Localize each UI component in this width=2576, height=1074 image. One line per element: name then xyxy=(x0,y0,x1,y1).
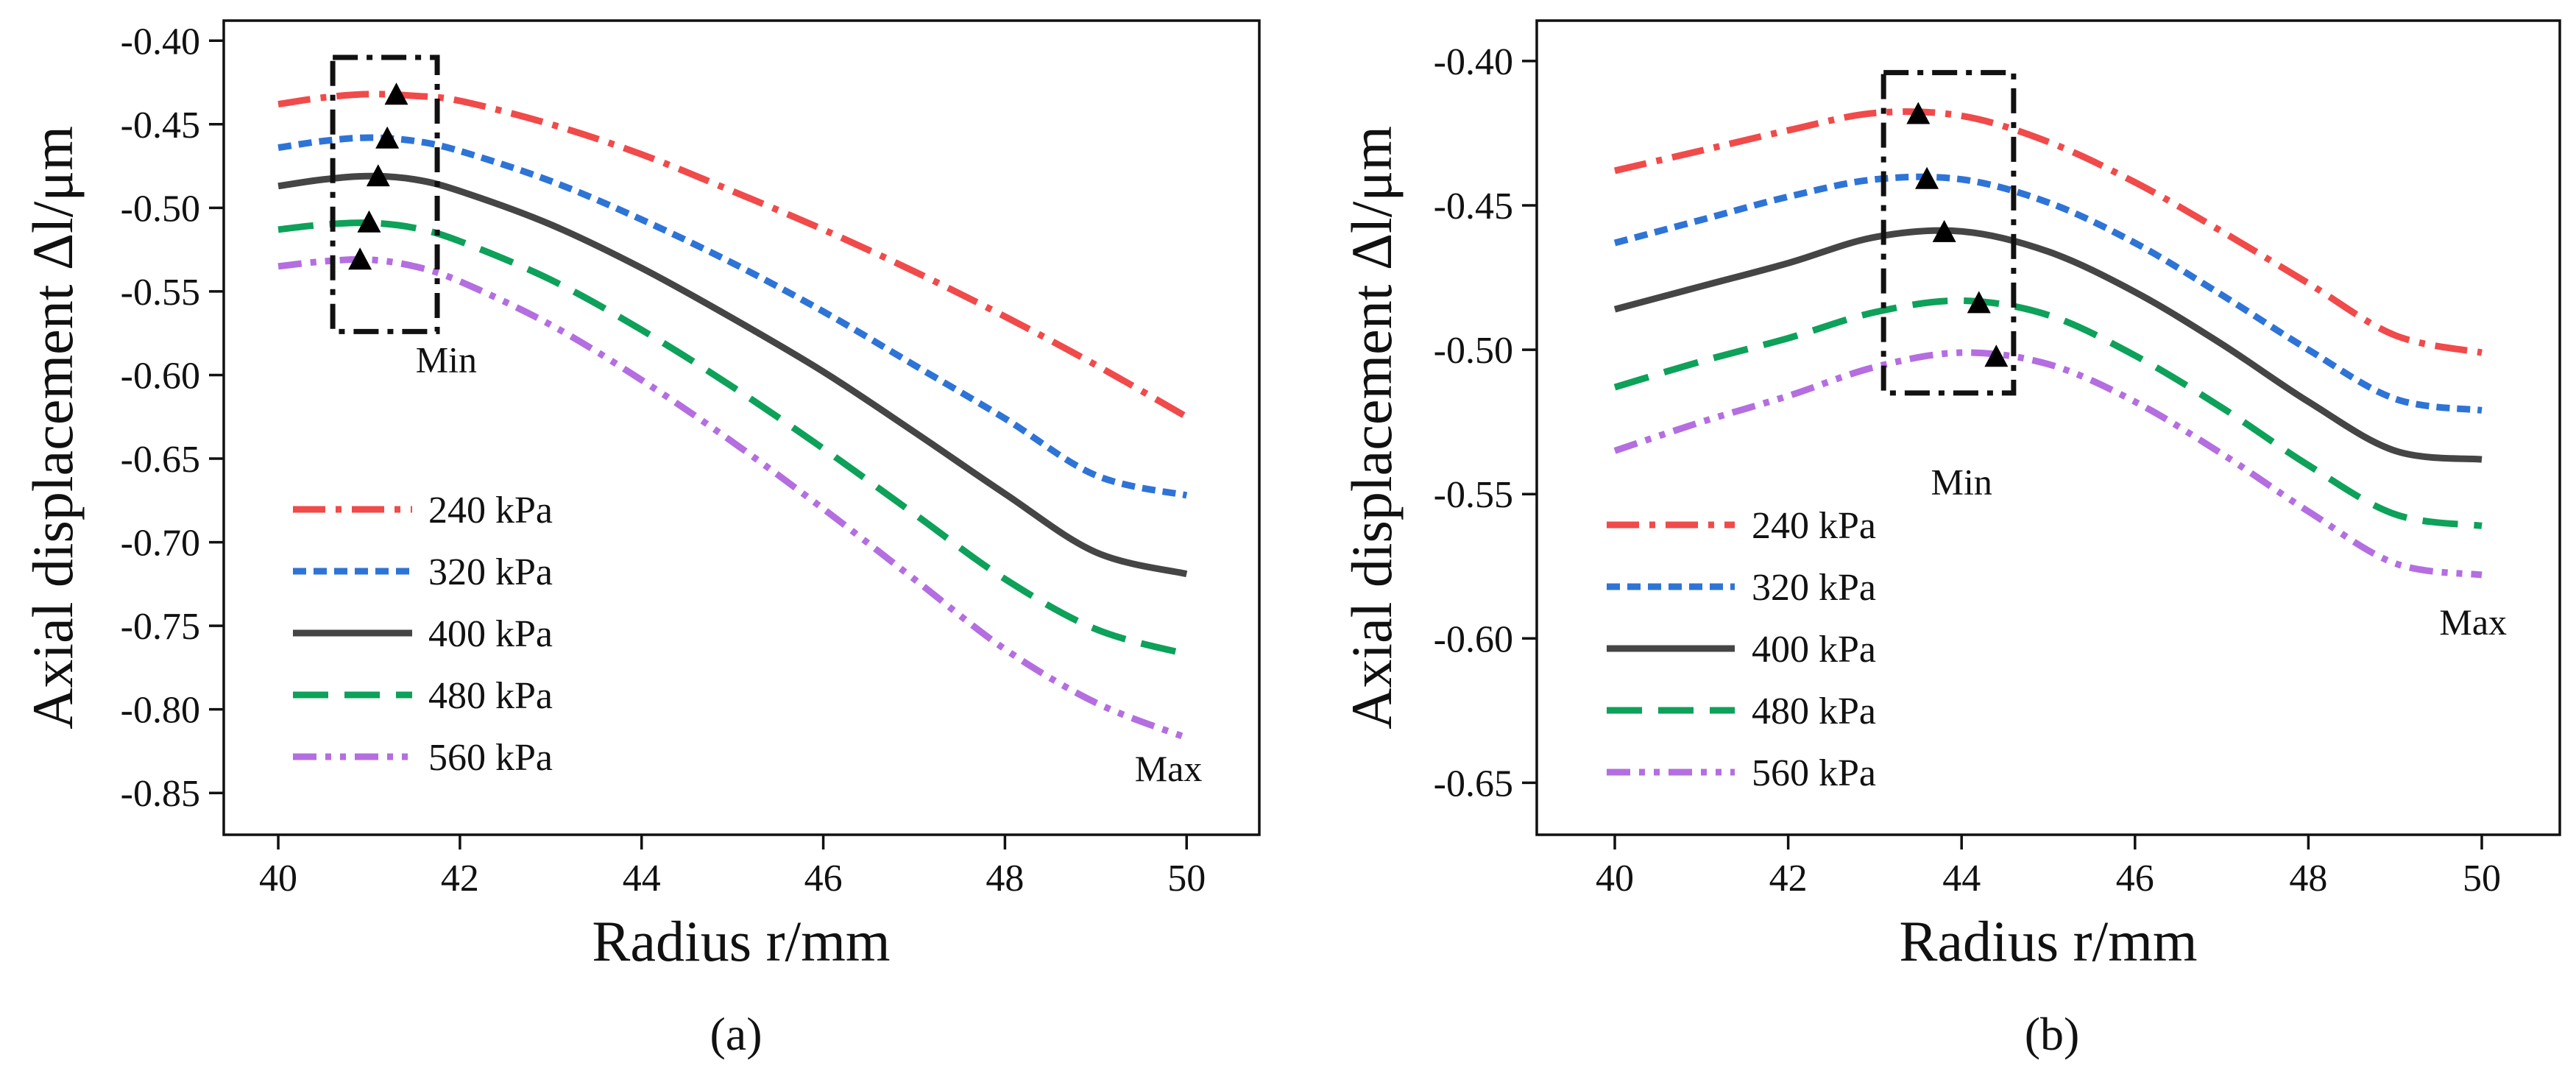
min-point-marker xyxy=(366,164,390,187)
chart-panel-a: 40 42 44 46 48 50 -0.40 -0.45 -0.50 -0.55 -0.60 -0.… xyxy=(21,19,1261,1060)
axis-ticks: 40 42 44 46 48 50 -0.40 -0.45 -0.50 -0.55 -0.60 -0.… xyxy=(121,21,1206,900)
x-tick-label: 48 xyxy=(2289,858,2327,900)
series-line-480-kpa xyxy=(1613,297,2483,529)
x-tick-label: 44 xyxy=(623,858,661,900)
min-region-box xyxy=(1880,70,2017,396)
min-point-marker xyxy=(348,247,372,270)
axis-ticks: 40 42 44 46 48 50 -0.40 -0.45 -0.50 -0.55 -0.60 -0.… xyxy=(1434,41,2501,900)
y-tick-label: -0.60 xyxy=(121,355,200,397)
min-point-marker xyxy=(375,126,400,149)
legend-entry-label: 560 kPa xyxy=(428,737,553,779)
x-tick-label: 42 xyxy=(1769,858,1808,900)
y-tick-label: -0.65 xyxy=(121,439,200,481)
legend-entry-label: 240 kPa xyxy=(428,490,553,531)
x-axis-title: Radius r/mm xyxy=(1899,909,2197,973)
legend-entry-label: 480 kPa xyxy=(428,675,553,717)
max-label: Max xyxy=(1135,748,1203,789)
y-tick-label: -0.40 xyxy=(1434,41,1513,83)
series-line-560-kpa xyxy=(1613,349,2483,579)
x-tick-label: 42 xyxy=(441,858,479,900)
panel-label-a: (a) xyxy=(710,1008,762,1060)
max-label: Max xyxy=(2439,601,2507,643)
x-tick-label: 44 xyxy=(1942,858,1981,900)
series-line-320-kpa xyxy=(277,134,1188,499)
x-tick-label: 40 xyxy=(1596,858,1634,900)
y-axis-title: Axial displacement Δl/μm xyxy=(21,126,85,729)
annotations: Min Max xyxy=(1880,70,2507,643)
x-axis-title: Radius r/mm xyxy=(592,909,890,973)
series-line-240-kpa xyxy=(277,91,1189,420)
x-tick-label: 40 xyxy=(259,858,297,900)
series-line-240-kpa xyxy=(1613,108,2483,356)
y-tick-label: -0.80 xyxy=(121,690,200,732)
min-point-marker xyxy=(1915,166,1939,189)
y-tick-label: -0.85 xyxy=(121,773,200,815)
x-tick-label: 46 xyxy=(2116,858,2154,900)
min-point-marker xyxy=(357,210,381,233)
legend-entry-label: 400 kPa xyxy=(1752,629,1876,671)
y-tick-label: -0.45 xyxy=(1434,186,1513,227)
plot-area-frame xyxy=(1535,19,2561,836)
legend-entry-label: 560 kPa xyxy=(1752,752,1876,794)
panel-label-b: (b) xyxy=(2025,1008,2080,1060)
plot-area-frame xyxy=(222,19,1261,836)
legend-entry-label: 240 kPa xyxy=(1752,505,1876,547)
min-point-marker xyxy=(384,82,408,105)
legend: 240 kPa 320 kPa 400 kPa 480 kPa 560 kPa xyxy=(1607,505,1876,794)
y-tick-label: -0.50 xyxy=(121,188,200,230)
min-point-marker xyxy=(1906,102,1931,124)
series-lines xyxy=(277,91,1189,741)
annotations: Min Max xyxy=(330,54,1203,789)
legend-entry-label: 320 kPa xyxy=(1752,567,1876,609)
legend-entry-label: 400 kPa xyxy=(428,613,553,655)
y-tick-label: -0.70 xyxy=(121,523,200,565)
chart-panel-b: 40 42 44 46 48 50 -0.40 -0.45 -0.50 -0.55 -0.60 -0.… xyxy=(1340,19,2561,1060)
min-region-box xyxy=(330,54,440,334)
legend-entry-label: 480 kPa xyxy=(1752,690,1876,732)
y-tick-label: -0.45 xyxy=(121,105,200,146)
y-tick-label: -0.60 xyxy=(1434,618,1513,660)
min-label: Min xyxy=(416,339,477,380)
series-line-400-kpa xyxy=(1613,227,2483,463)
y-tick-label: -0.55 xyxy=(121,272,200,314)
min-point-marker xyxy=(1967,291,1991,314)
y-tick-label: -0.55 xyxy=(1434,474,1513,516)
legend-entry-label: 320 kPa xyxy=(428,551,553,593)
min-point-marker xyxy=(1984,345,2009,367)
y-tick-label: -0.65 xyxy=(1434,763,1513,805)
series-line-400-kpa xyxy=(277,172,1188,578)
min-label: Min xyxy=(1931,461,1992,502)
x-tick-label: 50 xyxy=(2463,858,2501,900)
y-tick-label: -0.50 xyxy=(1434,330,1513,372)
x-tick-label: 46 xyxy=(804,858,843,900)
legend: 240 kPa 320 kPa 400 kPa 480 kPa 560 kPa xyxy=(293,490,553,779)
x-tick-label: 50 xyxy=(1167,858,1206,900)
series-lines xyxy=(1613,108,2483,579)
min-point-marker xyxy=(1932,219,1956,242)
y-tick-label: -0.40 xyxy=(121,21,200,63)
x-tick-label: 48 xyxy=(986,858,1024,900)
series-line-320-kpa xyxy=(1613,173,2483,414)
y-axis-title: Axial displacement Δl/μm xyxy=(1340,126,1404,729)
series-line-480-kpa xyxy=(277,219,1188,658)
y-tick-label: -0.75 xyxy=(121,606,200,648)
